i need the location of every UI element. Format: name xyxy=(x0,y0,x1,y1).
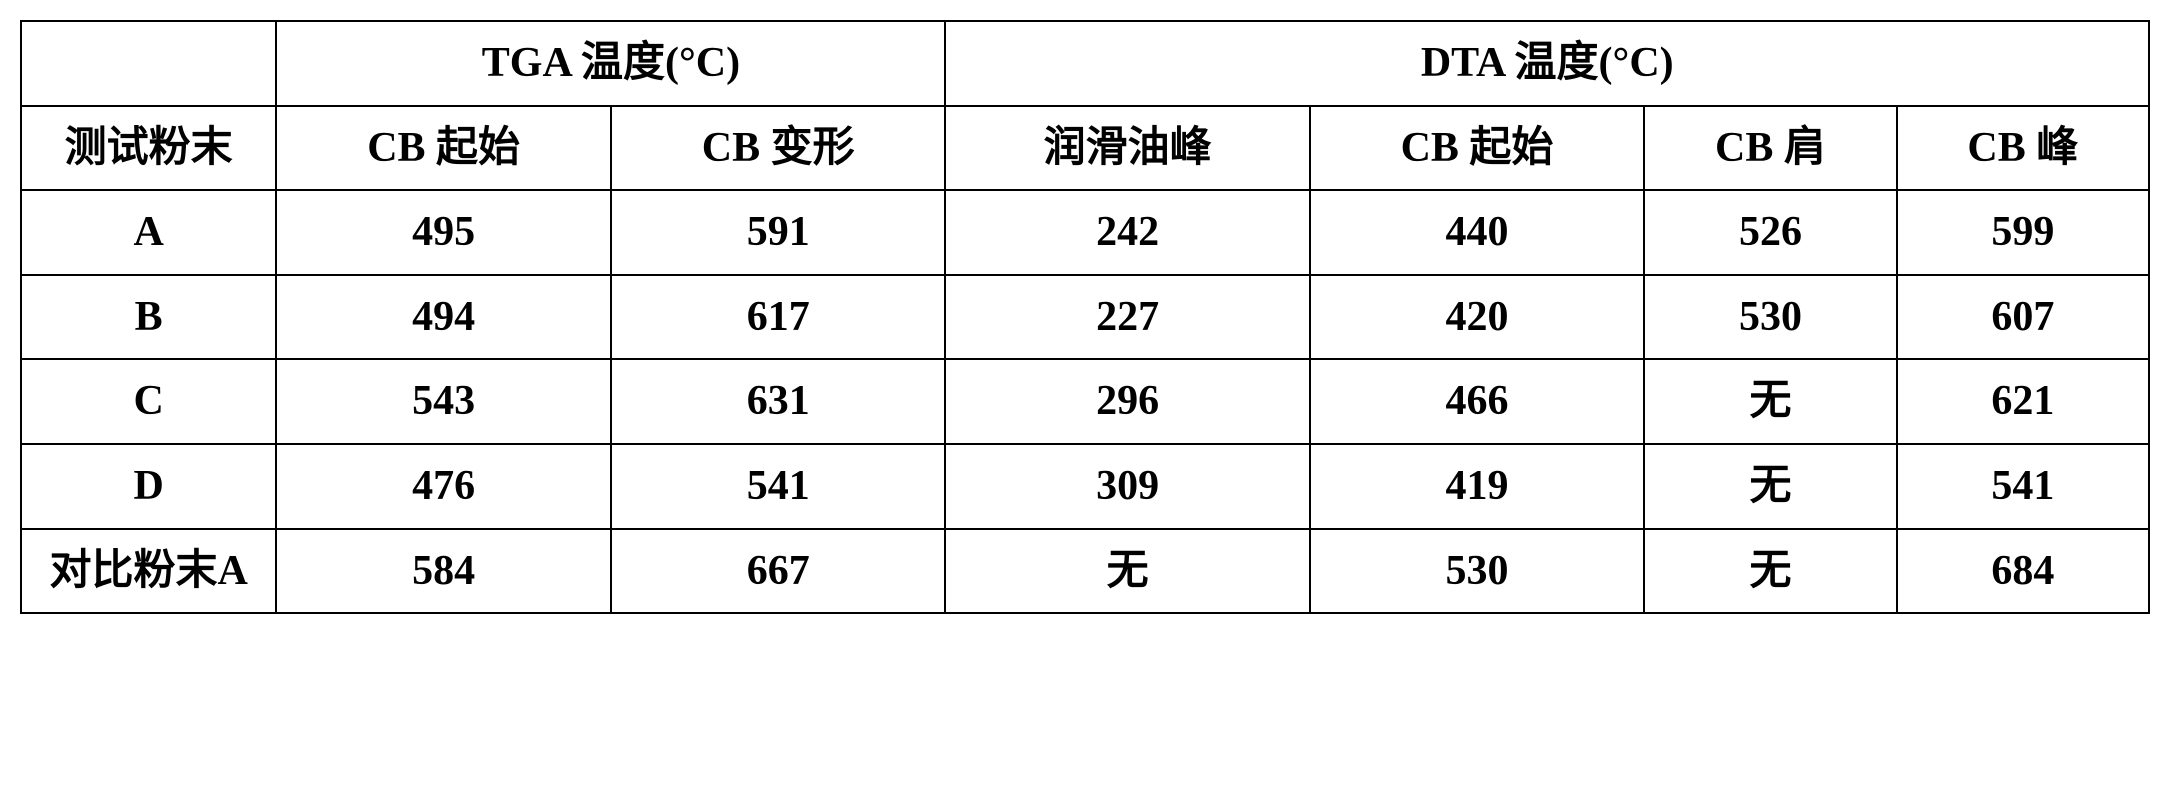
cell-value: 227 xyxy=(945,275,1309,360)
cell-value: 631 xyxy=(611,359,946,444)
cell-value: 466 xyxy=(1310,359,1645,444)
cell-value: 309 xyxy=(945,444,1309,529)
cell-label: D xyxy=(21,444,276,529)
cell-value: 无 xyxy=(1644,359,1896,444)
cell-value: 584 xyxy=(276,529,611,614)
subheader-sample: 测试粉末 xyxy=(21,106,276,191)
cell-value: 419 xyxy=(1310,444,1645,529)
cell-value: 476 xyxy=(276,444,611,529)
cell-value: 420 xyxy=(1310,275,1645,360)
subheader-tga-onset: CB 起始 xyxy=(276,106,611,191)
table-header-group-row: TGA 温度(°C) DTA 温度(°C) xyxy=(21,21,2149,106)
header-tga-group: TGA 温度(°C) xyxy=(276,21,945,106)
cell-value: 530 xyxy=(1644,275,1896,360)
cell-label: B xyxy=(21,275,276,360)
cell-value: 296 xyxy=(945,359,1309,444)
cell-value: 607 xyxy=(1897,275,2149,360)
cell-value: 541 xyxy=(611,444,946,529)
cell-value: 495 xyxy=(276,190,611,275)
cell-value: 440 xyxy=(1310,190,1645,275)
subheader-dta-shoulder: CB 肩 xyxy=(1644,106,1896,191)
thermal-analysis-table: TGA 温度(°C) DTA 温度(°C) 测试粉末 CB 起始 CB 变形 润… xyxy=(20,20,2150,614)
subheader-dta-oil-peak: 润滑油峰 xyxy=(945,106,1309,191)
table-row: C 543 631 296 466 无 621 xyxy=(21,359,2149,444)
cell-value: 684 xyxy=(1897,529,2149,614)
cell-value: 599 xyxy=(1897,190,2149,275)
cell-value: 242 xyxy=(945,190,1309,275)
subheader-dta-onset: CB 起始 xyxy=(1310,106,1645,191)
header-empty-cell xyxy=(21,21,276,106)
header-dta-group: DTA 温度(°C) xyxy=(945,21,2149,106)
cell-value: 621 xyxy=(1897,359,2149,444)
cell-value: 541 xyxy=(1897,444,2149,529)
subheader-dta-peak: CB 峰 xyxy=(1897,106,2149,191)
cell-value: 530 xyxy=(1310,529,1645,614)
cell-value: 无 xyxy=(1644,444,1896,529)
table-subheader-row: 测试粉末 CB 起始 CB 变形 润滑油峰 CB 起始 CB 肩 CB 峰 xyxy=(21,106,2149,191)
cell-value: 667 xyxy=(611,529,946,614)
subheader-tga-deform: CB 变形 xyxy=(611,106,946,191)
cell-label: C xyxy=(21,359,276,444)
cell-label: A xyxy=(21,190,276,275)
table-row: B 494 617 227 420 530 607 xyxy=(21,275,2149,360)
table-row: D 476 541 309 419 无 541 xyxy=(21,444,2149,529)
cell-value: 617 xyxy=(611,275,946,360)
cell-value: 591 xyxy=(611,190,946,275)
cell-label: 对比粉末A xyxy=(21,529,276,614)
cell-value: 494 xyxy=(276,275,611,360)
cell-value: 526 xyxy=(1644,190,1896,275)
cell-value: 543 xyxy=(276,359,611,444)
cell-value: 无 xyxy=(1644,529,1896,614)
table-row: A 495 591 242 440 526 599 xyxy=(21,190,2149,275)
cell-value: 无 xyxy=(945,529,1309,614)
table-row: 对比粉末A 584 667 无 530 无 684 xyxy=(21,529,2149,614)
